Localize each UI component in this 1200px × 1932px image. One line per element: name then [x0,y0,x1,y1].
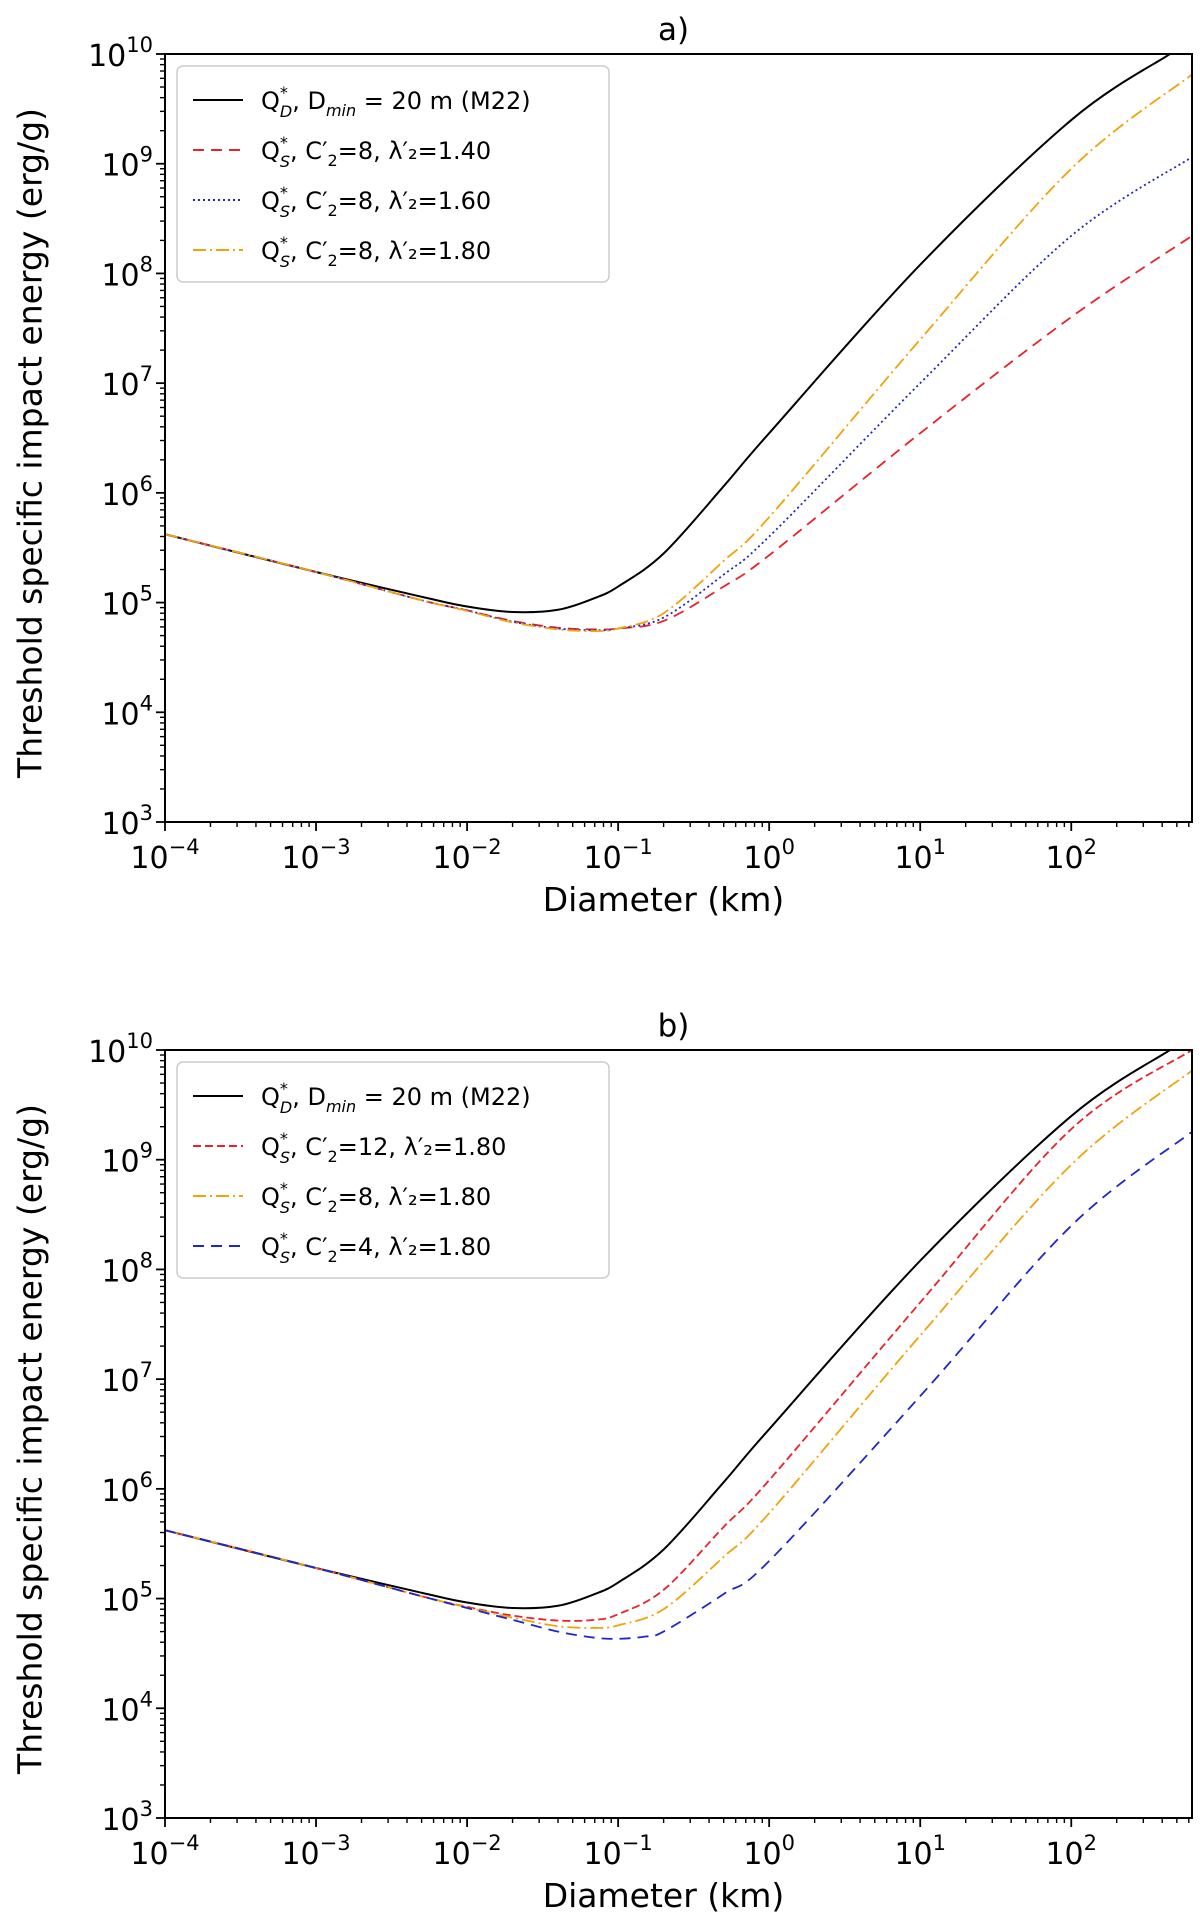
chart0-plot: 10−4 10−3 10−2 10−1 100 101 102 103 104 105 106 107… [11,12,1193,919]
chart1-legend-label-3: Q* S, C′2=4, λ′₂=1.80 [261,1229,491,1267]
chart0-y-tick-label: 106 [101,472,153,513]
chart1-x-tick-label: 10−4 [130,1831,199,1872]
chart1-y-axis-label: Threshold specific impact energy (erg/g) [11,1104,50,1775]
chart1-y-tick-label: 104 [101,1687,153,1728]
chart1-legend-box [176,1061,610,1279]
chart0-x-axis-label: Diameter (km) [543,880,785,919]
chart1-y-tick-label: 103 [101,1797,153,1838]
chart1-x-tick-label: 10−2 [433,1831,502,1872]
chart1-x-axis-label: Diameter (km) [543,1876,785,1915]
chart1-x-tick-label: 102 [1045,1831,1097,1872]
chart0-title: a) [658,12,689,48]
chart0-series-1-line [165,235,1192,631]
chart1-y-tick-label: 108 [101,1248,153,1289]
chart0-x-tick-label: 101 [894,835,946,876]
chart1-plot: 10−4 10−3 10−2 10−1 100 101 102 103 104 105 106 107… [11,1008,1193,1915]
chart0-x-tick-label: 10−4 [130,835,199,876]
chart1-series-3-line [165,1130,1192,1640]
chart0-y-tick-label: 103 [101,801,153,842]
chart1-x-tick-label: 10−1 [584,1831,653,1872]
chart0-series-3-line [165,73,1192,632]
chart1-x-tick-label: 100 [743,1831,795,1872]
chart0-legend-label-2: Q* S, C′2=8, λ′₂=1.60 [261,183,491,221]
chart0-y-tick-label: 104 [101,691,153,732]
chart1-series-0-line [165,1050,1171,1610]
chart1-y-tick-label: 107 [101,1358,153,1399]
chart0-y-tick-label: 108 [101,252,153,293]
chart0-x-tick-label: 100 [743,835,795,876]
chart1-axes-frame [164,1049,1193,1819]
chart1-y-tick-label: 105 [101,1578,153,1619]
chart0-axes-frame [164,53,1193,823]
chart0-legend-label-0: Q* D, Dmin = 20 m (M22) [261,83,531,121]
chart0-y-axis-label: Threshold specific impact energy (erg/g) [11,108,50,779]
chart1-legend-label-1: Q* S, C′2=12, λ′₂=1.80 [261,1129,506,1167]
chart1-y-tick-label: 1010 [88,1029,153,1070]
chart1-legend: Q* D, Dmin = 20 m (M22) Q* S, C′2=12, λ′₂=1… [176,1061,610,1279]
chart0-y-tick-label: 109 [101,143,153,184]
chart1-title: b) [658,1008,690,1044]
chart0-y-tick-label: 107 [101,362,153,403]
chart0-x-tick-label: 10−2 [433,835,502,876]
chart0-y-tick-label: 105 [101,582,153,623]
chart0-legend-box [176,65,610,283]
chart0-legend-label-3: Q* S, C′2=8, λ′₂=1.80 [261,233,491,271]
chart0-y-tick-label: 1010 [88,33,153,74]
chart1-legend-label-2: Q* S, C′2=8, λ′₂=1.80 [261,1179,491,1217]
chart0-x-tick-label: 10−3 [281,835,350,876]
chart0-series-0-line [165,54,1171,614]
chart0-legend-label-1: Q* S, C′2=8, λ′₂=1.40 [261,133,491,171]
chart0-x-tick-label: 102 [1045,835,1097,876]
chart0-x-tick-label: 10−1 [584,835,653,876]
chart1-x-tick-label: 101 [894,1831,946,1872]
chart1-series-2-line [165,1069,1192,1629]
chart1-legend-label-0: Q* D, Dmin = 20 m (M22) [261,1079,531,1117]
chart1-y-tick-label: 106 [101,1468,153,1509]
chart1-x-tick-label: 10−3 [281,1831,350,1872]
chart0-legend: Q* D, Dmin = 20 m (M22) Q* S, C′2=8, λ′₂=1.… [176,65,610,283]
chart1-y-tick-label: 109 [101,1139,153,1180]
